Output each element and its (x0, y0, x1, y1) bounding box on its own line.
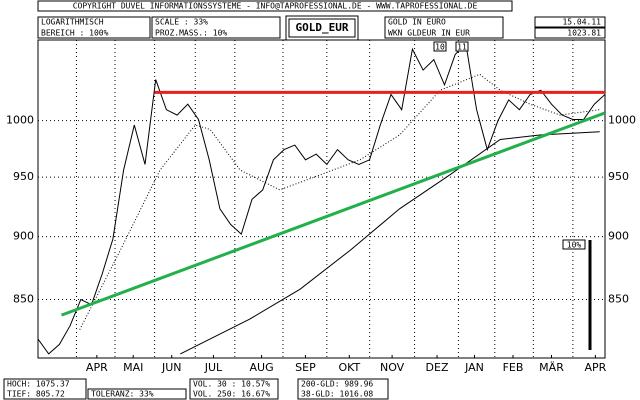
scale-mode-box (37, 16, 151, 39)
description-box (384, 16, 504, 39)
last-price: 1023.81 (567, 29, 601, 38)
x-tick-label: OKT (338, 361, 360, 374)
x-tick-label: MÄR (539, 361, 564, 374)
year-box (455, 41, 469, 52)
high: HOCH: 1075.37 (7, 380, 70, 389)
year-marker: 10 (435, 43, 445, 52)
x-tick-label: JUL (204, 361, 223, 374)
tolerance-box (87, 388, 187, 400)
wkn: WKN GLDEUR IN EUR (388, 29, 470, 38)
x-tick-label: MAI (123, 361, 143, 374)
vol250: VOL. 250: 16.67% (193, 390, 270, 399)
x-tick-label: SEP (295, 361, 316, 374)
high-low-box (3, 378, 87, 400)
series-line (180, 131, 600, 355)
scale-mode: LOGARITHMISCH (41, 18, 104, 27)
x-tick-label: NOV (380, 361, 405, 374)
scale: SCALE : 33% (155, 18, 208, 27)
x-tick-label: APR (584, 361, 606, 374)
y-tick-label-right: 850 (608, 292, 629, 305)
x-tick-label: APR (86, 361, 108, 374)
date-box (534, 16, 606, 28)
series-line (60, 111, 605, 317)
symbol-inner-box (288, 18, 356, 38)
y-tick-label-right: 900 (608, 230, 629, 243)
y-tick-label: 1000 (6, 114, 34, 127)
scale-box (151, 16, 281, 39)
y-tick-label: 850 (13, 292, 34, 305)
plot-frame (37, 39, 606, 359)
copyright-box (37, 0, 513, 12)
vol-scale-box (562, 239, 586, 250)
series-line (79, 73, 600, 330)
plot (38, 40, 605, 358)
vol-box (189, 378, 279, 400)
x-tick-label: JUN (161, 361, 182, 374)
series-line (38, 43, 605, 355)
x-tick-label: AUG (250, 361, 274, 374)
gld200: 200-GLD: 989.96 (301, 380, 373, 389)
year-marker: 11 (457, 43, 467, 52)
y-tick-label: 900 (13, 230, 34, 243)
description: GOLD IN EURO (388, 18, 446, 27)
copyright: COPYRIGHT DUVEL INFORMATIONSSYSTEME - IN… (73, 2, 478, 11)
vol30: VOL. 30 : 10.57% (193, 380, 270, 389)
proz-mass: PROZ.MASS.: 10% (155, 29, 227, 38)
low: TIEF: 805.72 (7, 390, 65, 399)
gld-box (297, 378, 389, 400)
range: BEREICH : 100% (41, 29, 109, 38)
y-tick-label-right: 950 (608, 170, 629, 183)
y-tick-label-right: 1000 (608, 114, 636, 127)
x-tick-label: JAN (464, 361, 484, 374)
gld38: 38-GLD: 1016.08 (301, 390, 373, 399)
tolerance: TOLERANZ: 33% (91, 390, 154, 399)
date: 15.04.11 (562, 18, 601, 27)
y-tick-label: 950 (13, 170, 34, 183)
last-box (534, 27, 606, 39)
x-tick-label: FEB (503, 361, 524, 374)
x-tick-label: DEZ (426, 361, 449, 374)
symbol: GOLD_EUR (296, 21, 349, 34)
year-box (433, 41, 447, 52)
vol-scale-label: 10% (567, 241, 582, 250)
